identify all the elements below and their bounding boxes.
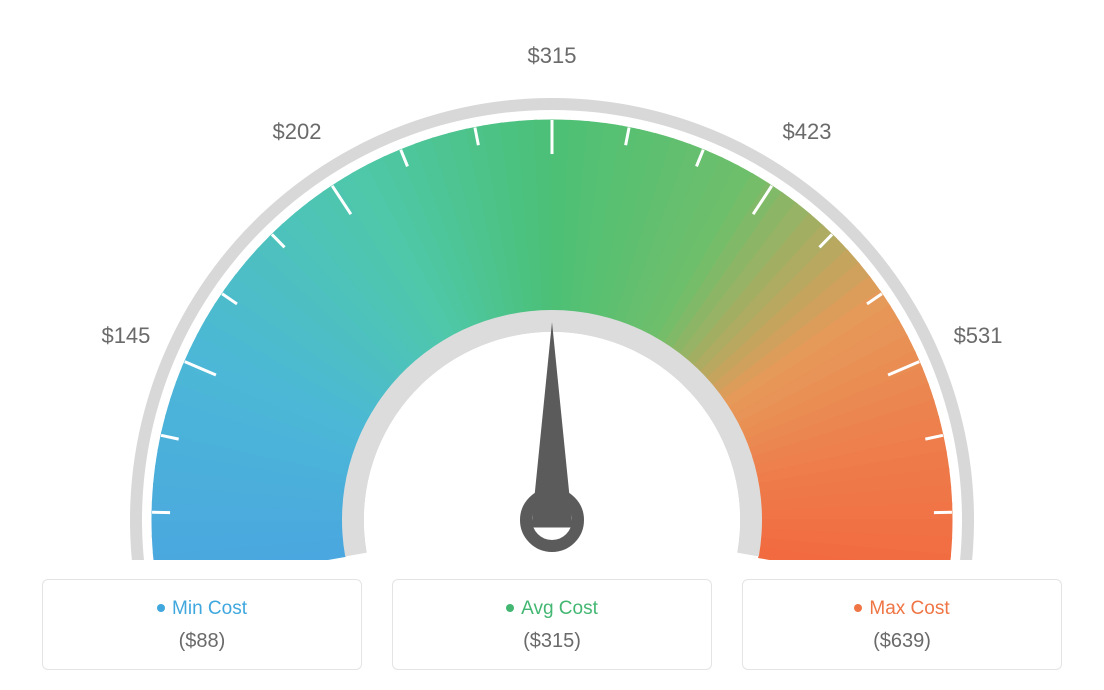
cost-gauge: $88$145$202$315$423$531$639 <box>0 0 1104 560</box>
legend-max-value: ($639) <box>753 630 1051 653</box>
gauge-tick-label: $145 <box>101 323 150 349</box>
legend-max-label: Max Cost <box>753 598 1051 620</box>
legend-avg-label: Avg Cost <box>403 598 701 620</box>
gauge-tick-label: $202 <box>273 119 322 145</box>
legend-card-avg: Avg Cost ($315) <box>392 579 712 670</box>
gauge-tick-label: $423 <box>782 119 831 145</box>
legend-min-value: ($88) <box>53 630 351 653</box>
legend-card-min: Min Cost ($88) <box>42 579 362 670</box>
legend-min-label: Min Cost <box>53 598 351 620</box>
legend-row: Min Cost ($88) Avg Cost ($315) Max Cost … <box>0 579 1104 670</box>
gauge-svg <box>0 0 1104 560</box>
legend-avg-value: ($315) <box>403 630 701 653</box>
gauge-tick-label: $315 <box>528 43 577 69</box>
legend-card-max: Max Cost ($639) <box>742 579 1062 670</box>
gauge-tick-label: $531 <box>954 323 1003 349</box>
